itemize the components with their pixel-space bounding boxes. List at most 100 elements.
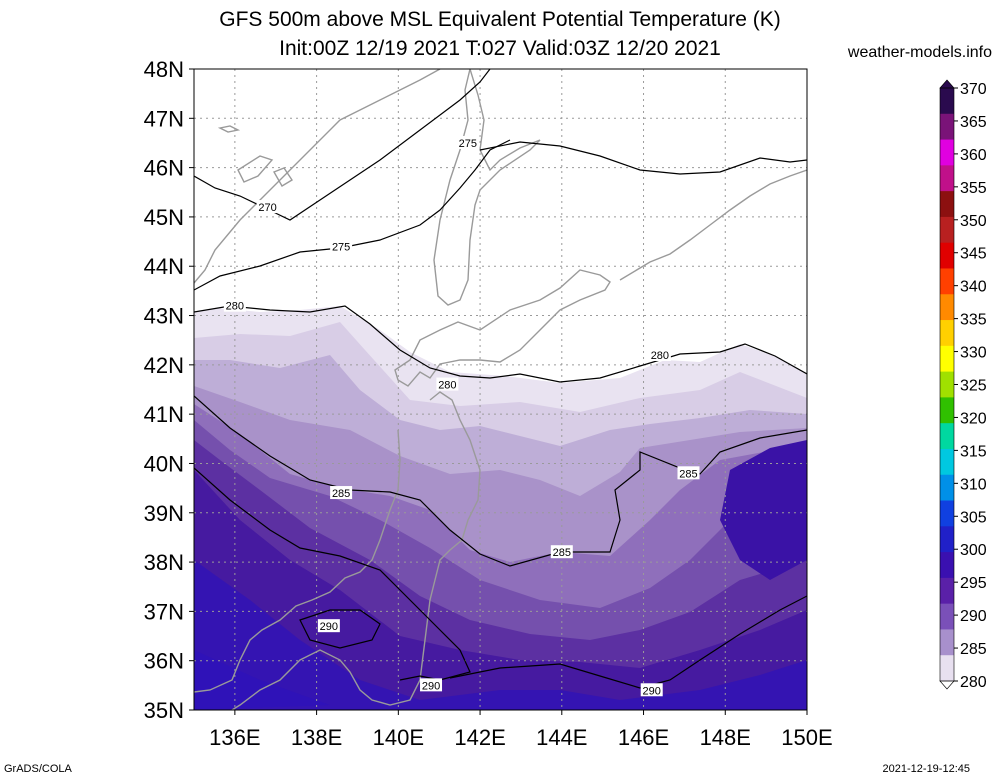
band-292 (194, 560, 807, 710)
lat-label: 44N (144, 254, 184, 279)
contour-label-box (256, 200, 279, 214)
contour-label: 290 (643, 685, 661, 697)
contour-label-box (223, 298, 246, 312)
contour-280 (194, 305, 807, 383)
map-axes: 48N 47N 46N 45N 44N 43N 42N 41N 40N 39N 38N 37N 36N 3… (144, 57, 833, 750)
contour-label-box (330, 486, 353, 500)
colorbar-swatch (940, 603, 954, 630)
map-title: GFS 500m above MSL Equivalent Potential … (219, 8, 781, 31)
contour-label: 285 (553, 547, 571, 559)
colorbar-swatch (940, 268, 954, 295)
contour-275-south (194, 139, 511, 291)
colorbar-swatch (940, 474, 954, 502)
colorbar-label: 315 (960, 443, 987, 460)
lon-label: 142E (454, 725, 505, 750)
contour-label: 280 (226, 301, 244, 313)
colorbar-label: 290 (960, 608, 987, 625)
colorbar-top-arrow (939, 79, 955, 89)
lat-label: 37N (144, 599, 184, 624)
lat-label: 41N (144, 402, 184, 427)
contour-label-box (640, 683, 663, 697)
colorbar-swatch (940, 139, 954, 166)
colorbar-bottom-arrow (939, 680, 955, 690)
contour-290-west (194, 467, 471, 681)
lat-label: 47N (144, 106, 184, 131)
band-290 (194, 470, 807, 710)
colorbar-swatch (940, 629, 954, 656)
colorbar-swatch (940, 577, 954, 605)
lat-label: 42N (144, 353, 184, 378)
colorbar-swatch (940, 191, 954, 218)
colorbar-label: 310 (960, 476, 987, 493)
colorbar-swatch (940, 552, 954, 579)
colorbar-swatch (940, 526, 954, 553)
contour-labels: 275 270 275 280 280 280 285 285 285 290 290 290 (223, 135, 700, 697)
colorbar-swatch (940, 371, 954, 398)
contour-label-box (330, 239, 353, 253)
map-frame (193, 68, 808, 711)
contour-270 (194, 69, 491, 221)
map-subtitle: Init:00Z 12/19 2021 T:027 Valid:03Z 12/2… (279, 37, 721, 60)
colorbar-label: 280 (960, 674, 987, 691)
contour-label: 285 (332, 488, 350, 500)
lat-label: 38N (144, 550, 184, 575)
colorbar-label: 350 (960, 213, 987, 230)
footer-software: GrADS/COLA (4, 763, 72, 775)
contour-label: 270 (258, 202, 276, 214)
lat-label: 46N (144, 156, 184, 181)
contour-label: 275 (332, 242, 350, 254)
coast-honshu-north (231, 391, 481, 710)
coast-hokkaido (394, 269, 611, 387)
lon-label: 150E (781, 725, 832, 750)
contour-label-box (677, 466, 700, 480)
colorbar-swatch (940, 113, 954, 141)
contour-label-box (648, 347, 671, 361)
colorbar-label: 345 (960, 246, 987, 263)
colorbar-label: 335 (960, 312, 987, 329)
lon-label: 144E (536, 725, 587, 750)
colorbar-swatch (940, 320, 954, 347)
contour-label-box (436, 377, 459, 391)
colorbar-label: 340 (960, 279, 987, 296)
colorbar-label: 370 (960, 81, 987, 98)
colorbar-swatch (940, 242, 954, 269)
lon-label: 138E (291, 725, 342, 750)
lat-label: 45N (144, 205, 184, 230)
colorbar-swatch (940, 423, 954, 450)
band-right-dark (720, 440, 807, 580)
colorbar-label: 330 (960, 345, 987, 362)
contour-label-box (550, 545, 573, 559)
coast-island-2 (237, 155, 274, 183)
coast-island-3 (272, 167, 293, 187)
contour-label: 290 (422, 680, 440, 692)
lon-label: 136E (209, 725, 260, 750)
colorbar-swatch (940, 655, 954, 682)
contour-label-box (456, 135, 479, 149)
contour-275-north (479, 141, 807, 175)
lat-label: 40N (144, 451, 184, 476)
lat-label: 35N (144, 698, 184, 723)
coast-kurils (619, 169, 807, 281)
site-credit: weather-models.info (847, 44, 992, 61)
contour-label-box (317, 619, 340, 633)
contour-label: 275 (459, 138, 477, 150)
coast-sakhalin (433, 69, 541, 306)
colorbar-swatch (940, 88, 954, 115)
colorbar-swatch (940, 216, 954, 244)
band-deep-bottom (194, 650, 330, 710)
contour-label: 280 (438, 380, 456, 392)
lon-label: 148E (700, 725, 751, 750)
lat-label: 48N (144, 57, 184, 82)
contour-label: 285 (679, 468, 697, 480)
colorbar: 370 365 360 355 350 345 340 335 330 325 320 315 310 3… (939, 79, 987, 691)
lon-label: 146E (618, 725, 669, 750)
lon-label: 140E (373, 725, 424, 750)
colorbar-label: 285 (960, 641, 987, 658)
colorbar-swatch (940, 500, 954, 527)
colorbar-label: 360 (960, 147, 987, 164)
theta-e-field (194, 69, 807, 710)
colorbar-label: 365 (960, 114, 987, 131)
lat-label: 36N (144, 649, 184, 674)
colorbar-label: 355 (960, 180, 987, 197)
footer-timestamp: 2021-12-19-12:45 (882, 763, 970, 775)
